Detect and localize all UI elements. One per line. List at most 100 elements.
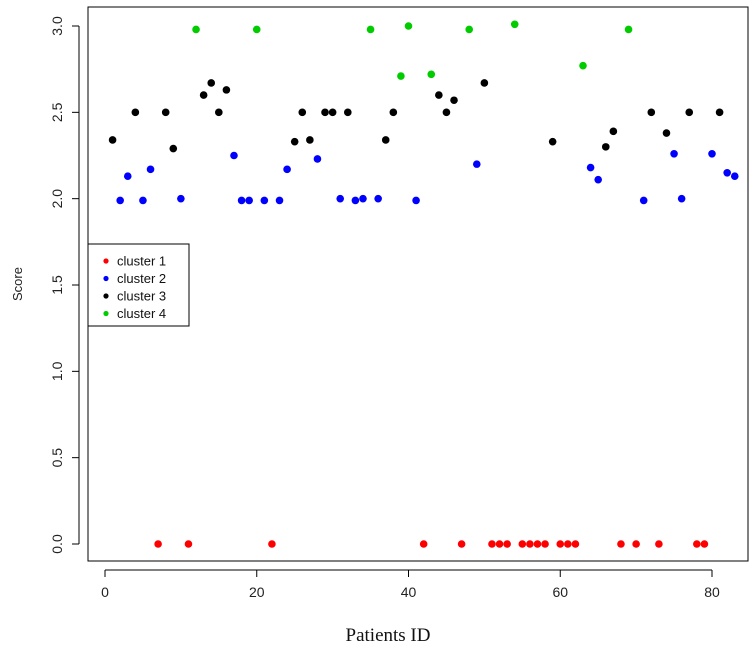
x-tick-label: 0 — [101, 584, 109, 600]
series-2 — [116, 149, 739, 205]
data-point — [427, 70, 436, 79]
data-point — [693, 540, 701, 548]
x-tick-label: 40 — [401, 584, 417, 600]
data-point — [617, 540, 625, 548]
y-tick-label: 1.0 — [49, 361, 65, 381]
data-point — [708, 149, 716, 158]
data-point — [283, 165, 291, 174]
data-point — [366, 25, 375, 34]
data-point — [677, 194, 686, 203]
data-point — [154, 540, 162, 548]
data-point — [306, 136, 314, 144]
data-point — [336, 194, 345, 203]
data-point — [670, 149, 678, 158]
x-tick-label: 60 — [552, 584, 568, 600]
data-point — [351, 196, 360, 205]
data-point — [192, 25, 200, 34]
data-point — [518, 540, 527, 548]
data-point — [108, 136, 117, 144]
data-point — [624, 25, 633, 34]
data-point — [389, 108, 398, 117]
data-point — [723, 168, 731, 177]
data-point — [252, 25, 261, 34]
data-point — [647, 108, 656, 117]
data-point — [495, 540, 504, 548]
y-tick-label: 3.0 — [49, 16, 65, 36]
data-point — [586, 163, 595, 172]
data-point — [601, 143, 610, 151]
y-tick-label: 1.5 — [49, 275, 65, 295]
legend-marker — [103, 258, 109, 264]
data-point — [260, 196, 269, 205]
data-point — [541, 540, 549, 548]
x-tick-label: 80 — [704, 584, 720, 600]
data-point — [404, 22, 413, 30]
data-point — [177, 194, 185, 203]
data-point — [503, 540, 511, 548]
data-point — [139, 196, 147, 205]
data-point — [290, 137, 299, 146]
data-point — [685, 108, 694, 117]
data-point — [321, 108, 329, 117]
data-point — [556, 540, 565, 548]
data-point — [381, 136, 390, 144]
data-point — [450, 96, 458, 105]
data-point — [222, 86, 231, 94]
y-tick-label: 0.0 — [49, 534, 65, 554]
y-tick-label: 2.5 — [49, 102, 65, 122]
data-point — [548, 137, 557, 146]
x-axis-label: Patients ID — [346, 625, 431, 646]
data-point — [313, 155, 322, 163]
data-point — [488, 540, 496, 548]
legend: cluster 1 cluster 2 cluster 3 cluster 4 — [87, 243, 190, 327]
data-point — [480, 79, 489, 87]
data-point — [131, 108, 140, 117]
legend-marker — [103, 293, 109, 299]
data-point — [268, 540, 276, 548]
data-point — [169, 144, 178, 153]
data-point — [700, 540, 709, 548]
data-point — [298, 108, 307, 117]
data-point — [730, 172, 739, 181]
data-point — [639, 196, 648, 205]
legend-label: cluster 3 — [117, 289, 166, 304]
series-3 — [108, 79, 724, 153]
data-point — [632, 540, 640, 548]
data-point — [609, 127, 618, 136]
data-point — [199, 91, 208, 99]
series-1 — [154, 540, 709, 548]
legend-marker — [103, 310, 109, 317]
data-point — [359, 194, 367, 203]
data-point — [579, 61, 587, 70]
data-point — [123, 172, 132, 181]
data-point — [571, 540, 580, 548]
data-point — [116, 196, 124, 205]
data-point — [245, 196, 253, 205]
data-point — [146, 165, 155, 174]
data-point — [442, 108, 451, 117]
data-point — [328, 108, 337, 117]
x-axis: 0 20 40 60 80 — [101, 569, 720, 600]
y-tick-label: 0.5 — [49, 448, 65, 468]
x-tick-label: 20 — [249, 584, 265, 600]
data-point — [662, 129, 671, 137]
legend-label: cluster 1 — [117, 254, 166, 269]
data-point — [412, 196, 420, 205]
data-point — [344, 108, 352, 117]
data-point — [215, 108, 223, 117]
data-point — [397, 72, 405, 80]
data-point — [275, 196, 284, 205]
data-point — [374, 194, 382, 203]
data-point — [715, 108, 724, 117]
data-point — [526, 540, 534, 548]
legend-label: cluster 4 — [117, 306, 166, 321]
data-point — [207, 79, 216, 87]
data-point — [184, 540, 193, 548]
legend-marker — [103, 275, 109, 282]
series-4 — [192, 20, 633, 80]
data-point — [457, 540, 466, 548]
data-point — [465, 25, 474, 34]
data-point — [419, 540, 428, 548]
